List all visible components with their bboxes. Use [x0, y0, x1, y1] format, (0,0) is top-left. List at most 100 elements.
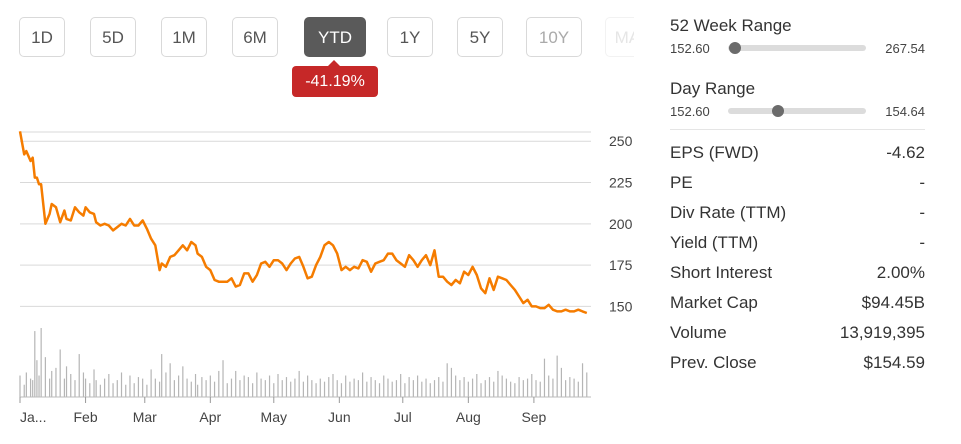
volume-bar	[298, 370, 300, 397]
volume-bar	[116, 380, 118, 397]
volume-bar	[391, 381, 393, 397]
volume-bar	[158, 381, 161, 397]
volume-bar	[560, 367, 562, 397]
volume-bar	[336, 380, 338, 397]
volume-bar	[446, 363, 448, 397]
volume-bar	[218, 370, 220, 397]
volume-bar	[400, 374, 402, 397]
volume-bar	[133, 383, 135, 397]
price-chart[interactable]: 150 175 200 225 250 Ja... Feb Mar Apr May Jun Jul A…	[0, 110, 640, 430]
volume-bar	[49, 378, 51, 397]
volume-bar	[34, 331, 36, 397]
ytd-change-badge: -41.19%	[292, 60, 378, 97]
x-tick-label: Mar	[133, 409, 157, 425]
y-tick-label: 175	[609, 257, 633, 273]
volume-bar	[78, 354, 80, 397]
price-series-line	[18, 131, 588, 315]
volume-bar	[340, 383, 343, 397]
volume-bar	[556, 355, 558, 397]
volume-bar	[38, 375, 40, 397]
volume-bar	[285, 377, 288, 397]
x-tick-label: Apr	[199, 409, 221, 425]
volume-bar	[421, 381, 423, 397]
volume-bar	[178, 375, 180, 397]
period-button-10y[interactable]: 10Y	[526, 17, 582, 57]
volume-bar	[74, 380, 76, 397]
volume-bar	[353, 378, 355, 397]
volume-bar	[450, 367, 453, 397]
volume-bar	[328, 377, 330, 397]
period-button-ytd[interactable]: YTD	[304, 17, 366, 57]
volume-bar	[471, 378, 474, 397]
volume-bar	[404, 383, 406, 397]
stat-row-eps: EPS (FWD) -4.62	[670, 143, 925, 165]
volume-bar	[366, 381, 368, 397]
period-button-5y[interactable]: 5Y	[457, 17, 503, 57]
volume-bar	[565, 380, 567, 397]
volume-bar	[268, 375, 271, 397]
volume-bar	[36, 360, 38, 397]
volume-bar	[332, 374, 334, 397]
volume-bar	[416, 375, 419, 397]
stat-row-prev-close: Prev. Close $154.59	[670, 353, 925, 375]
y-tick-label: 225	[609, 175, 633, 191]
volume-bar	[455, 375, 457, 397]
volume-bar	[93, 369, 95, 397]
period-button-max[interactable]: MAX	[605, 17, 634, 57]
volume-bar	[514, 383, 516, 397]
volume-bar	[173, 380, 175, 397]
range-knob-52-week	[728, 42, 741, 54]
volume-bar	[319, 378, 321, 397]
volume-bar	[294, 378, 296, 397]
stat-label: Yield (TTM)	[670, 233, 759, 252]
volume-bar	[32, 380, 34, 397]
volume-bar	[129, 375, 131, 397]
chart-grid	[20, 131, 591, 307]
volume-bar	[412, 380, 414, 397]
volume-bar	[146, 384, 148, 397]
range-low-day: 152.60	[670, 104, 710, 119]
volume-bar	[442, 381, 444, 397]
stat-label: PE	[670, 173, 693, 192]
volume-bar	[323, 381, 326, 397]
stat-value: 2.00%	[876, 263, 925, 282]
volume-bar	[531, 374, 533, 397]
volume-bar	[154, 378, 156, 397]
volume-bar	[150, 369, 152, 397]
volume-bar	[476, 374, 478, 397]
volume-bar	[277, 374, 279, 397]
period-button-5d[interactable]: 5D	[90, 17, 136, 57]
stat-value: $94.45B	[861, 293, 925, 312]
volume-bar	[213, 381, 216, 397]
volume-bar	[205, 380, 207, 397]
period-button-1m[interactable]: 1M	[161, 17, 207, 57]
period-button-1d[interactable]: 1D	[19, 17, 65, 57]
volume-bar	[577, 381, 579, 397]
volume-bar	[543, 358, 546, 397]
volume-bar	[82, 372, 85, 397]
stat-label: Short Interest	[670, 263, 773, 282]
x-tick-label: Jul	[394, 409, 412, 425]
volume-bar	[264, 380, 266, 397]
x-axis-labels: Ja... Feb Mar Apr May Jun Jul Aug Sep	[19, 397, 547, 425]
volume-bar	[526, 378, 529, 397]
volume-bar	[378, 383, 381, 397]
stat-value: -	[919, 233, 925, 252]
volume-bar	[260, 378, 262, 397]
volume-bar	[65, 366, 68, 397]
volume-bar	[226, 383, 228, 397]
period-button-6m[interactable]: 6M	[232, 17, 278, 57]
range-track-day	[728, 105, 866, 117]
x-tick-label: Jun	[328, 409, 351, 425]
volume-bar	[44, 357, 46, 397]
volume-bar	[273, 383, 275, 397]
volume-bar	[383, 375, 385, 397]
range-knob-day	[771, 105, 784, 117]
volume-bar	[433, 380, 436, 397]
stat-row-div-rate: Div Rate (TTM) -	[670, 203, 925, 225]
period-button-1y[interactable]: 1Y	[387, 17, 433, 57]
volume-bar	[548, 375, 550, 397]
volume-bar	[142, 378, 144, 397]
range-title-52-week: 52 Week Range	[670, 16, 792, 35]
volume-bar	[247, 377, 249, 397]
